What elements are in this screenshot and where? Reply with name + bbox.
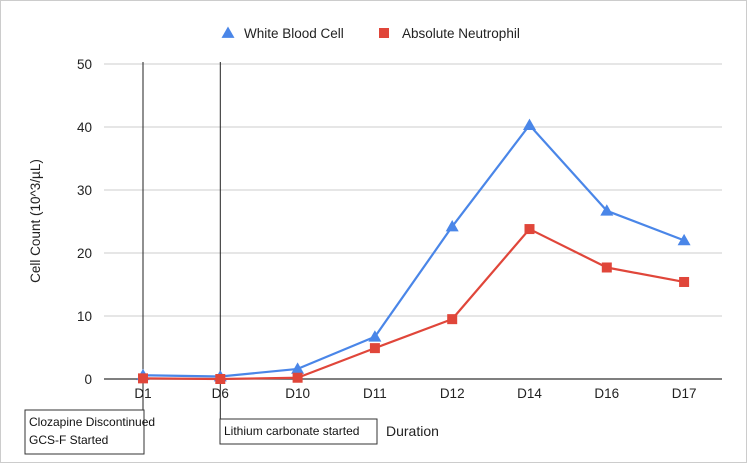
legend-label: Absolute Neutrophil	[402, 26, 520, 41]
x-tick-label: D12	[440, 386, 465, 401]
y-tick-label: 40	[77, 120, 92, 135]
series-absolute-neutrophil	[138, 224, 690, 384]
y-tick-label: 50	[77, 57, 92, 72]
annotation-text: Clozapine Discontinued	[29, 415, 155, 429]
x-tick-label: D14	[517, 386, 542, 401]
x-tick-label: D11	[363, 386, 387, 401]
data-point-square	[679, 276, 690, 287]
legend-marker-square	[379, 28, 389, 38]
annotation-box-d1	[24, 409, 145, 455]
annotation-box-d6	[219, 418, 378, 445]
data-point-triangle	[600, 204, 614, 216]
data-point-triangle	[677, 233, 691, 246]
series-line	[142, 124, 685, 378]
y-tick-label: 30	[77, 183, 92, 198]
y-axis: 0 10 20 30 40 50	[77, 57, 92, 387]
annotation-lines	[142, 62, 221, 419]
legend-label: White Blood Cell	[244, 26, 344, 41]
annotation-text: Lithium carbonate started	[224, 424, 359, 438]
x-tick-label: D17	[672, 386, 697, 401]
y-tick-label: 20	[77, 246, 92, 261]
data-point-square	[138, 373, 148, 384]
y-tick-label: 0	[84, 372, 92, 387]
x-tick-label: D16	[594, 386, 619, 401]
annotation-text: GCS-F Started	[29, 433, 108, 447]
data-point-square	[369, 343, 380, 354]
y-tick-label: 10	[77, 309, 92, 324]
data-point-square	[601, 262, 612, 273]
data-point-triangle	[291, 362, 305, 374]
data-point-square	[447, 314, 458, 325]
x-tick-label: D10	[285, 386, 310, 401]
data-point-triangle	[523, 118, 536, 130]
y-axis-title: Cell Count (10^3/µL)	[28, 159, 43, 283]
x-axis-title: Duration	[386, 423, 439, 439]
data-point-square	[292, 372, 303, 383]
data-point-square	[215, 374, 226, 384]
data-point-square	[524, 224, 535, 235]
legend: White Blood Cell Absolute Neutrophil	[221, 26, 520, 41]
grid-layer	[104, 63, 722, 317]
series-layer	[136, 118, 691, 384]
annotation-boxes: Clozapine Discontinued GCS-F Started Lithi…	[24, 409, 378, 455]
data-point-triangle	[445, 220, 459, 232]
data-point-triangle	[368, 330, 382, 342]
legend-marker-triangle	[221, 26, 235, 38]
series-line	[142, 227, 685, 381]
